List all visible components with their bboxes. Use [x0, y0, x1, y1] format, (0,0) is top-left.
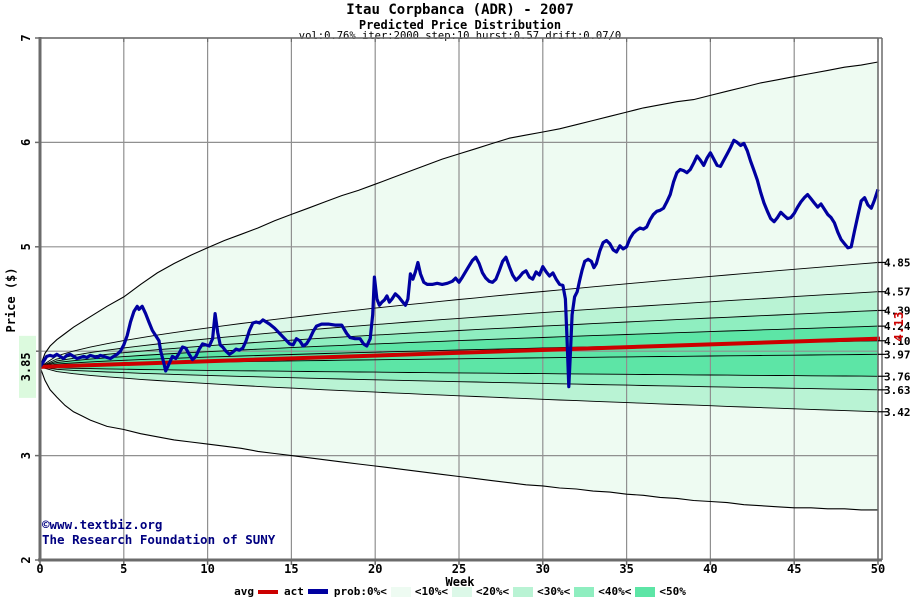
percentile-value-label: 4.24: [884, 320, 911, 333]
legend-label: <20%<: [475, 585, 510, 598]
chart-title: Itau Corpbanca (ADR) - 2007: [346, 2, 574, 18]
percentile-boundary-line: [39, 310, 879, 368]
chart-subtitle: Predicted Price Distribution: [358, 18, 562, 32]
average-price-line: [39, 336, 881, 369]
x-tick-label: 30: [536, 562, 550, 576]
percentile-value-label: 4.57: [884, 286, 911, 299]
x-tick-label: 25: [452, 562, 466, 576]
x-tick-label: 50: [871, 562, 885, 576]
simulation-parameters: vol:0.76% iter:2000 step:10 hurst:0.57 d…: [298, 30, 622, 42]
start-price-label: 3.85: [19, 352, 33, 381]
legend-label: act: [284, 585, 304, 598]
watermark-site: ©www.textbiz.org: [42, 517, 163, 532]
legend-label: <30%<: [537, 585, 571, 598]
x-tick-label: 10: [200, 562, 214, 576]
y-tick-label: 7: [19, 34, 33, 41]
legend: avg act prob:0%< <10%< <20%< <30%< <40%< <50%: [0, 585, 920, 598]
actual-price-line: [38, 138, 880, 389]
legend-band-swatch: [635, 586, 656, 597]
percentile-value-label: 3.42: [884, 406, 911, 419]
legend-band-swatch: [574, 586, 595, 597]
watermark-org: The Research Foundation of SUNY: [42, 532, 276, 547]
x-tick-label: 15: [284, 562, 298, 576]
legend-line-swatch: [307, 589, 328, 594]
legend-band-swatch: [390, 586, 411, 597]
legend-label: <10%<: [414, 585, 448, 598]
percentile-value-label: 4.10: [884, 335, 911, 348]
percentile-value-label: 3.97: [884, 348, 911, 361]
percentile-boundary-line: [39, 291, 879, 368]
legend-label: avg: [234, 585, 254, 598]
percentile-boundary-line: [39, 366, 879, 391]
percentile-value-label: 3.63: [884, 384, 911, 397]
x-tick-label: 20: [368, 562, 382, 576]
percentile-boundary-line: [39, 366, 879, 377]
legend-label: prob:0%<: [333, 585, 387, 598]
y-axis-title: Price ($): [4, 267, 18, 333]
y-tick-label: 2: [19, 556, 33, 563]
avg-final-value-label: 4.13: [891, 312, 906, 342]
legend-line-swatch: [258, 589, 278, 594]
envelope-top-line: [39, 61, 879, 368]
y-tick-label: 5: [19, 243, 33, 250]
x-axis-title: Week: [445, 575, 475, 589]
percentile-boundary-line: [39, 262, 879, 368]
x-tick-label: 5: [120, 562, 127, 576]
envelope-bottom-line: [39, 366, 878, 511]
percentile-value-label: 4.39: [884, 304, 911, 317]
legend-label: <50%: [659, 585, 686, 598]
x-tick-label: 45: [787, 562, 801, 576]
x-tick-label: 40: [703, 562, 717, 576]
y-tick-label: 3: [19, 452, 33, 459]
legend-band-swatch: [513, 586, 534, 597]
legend-label: <40%<: [598, 585, 632, 598]
start-price-highlight: [19, 335, 36, 398]
percentile-value-label: 4.85: [884, 256, 911, 269]
percentile-boundary-line: [39, 366, 879, 413]
percentile-value-label: 3.76: [884, 370, 911, 383]
legend-band-swatch: [451, 586, 472, 597]
x-tick-label: 35: [619, 562, 633, 576]
watermark: ©www.textbiz.org The Research Foundation …: [42, 517, 275, 547]
y-tick-label: 6: [19, 139, 33, 146]
x-tick-label: 0: [36, 562, 43, 576]
